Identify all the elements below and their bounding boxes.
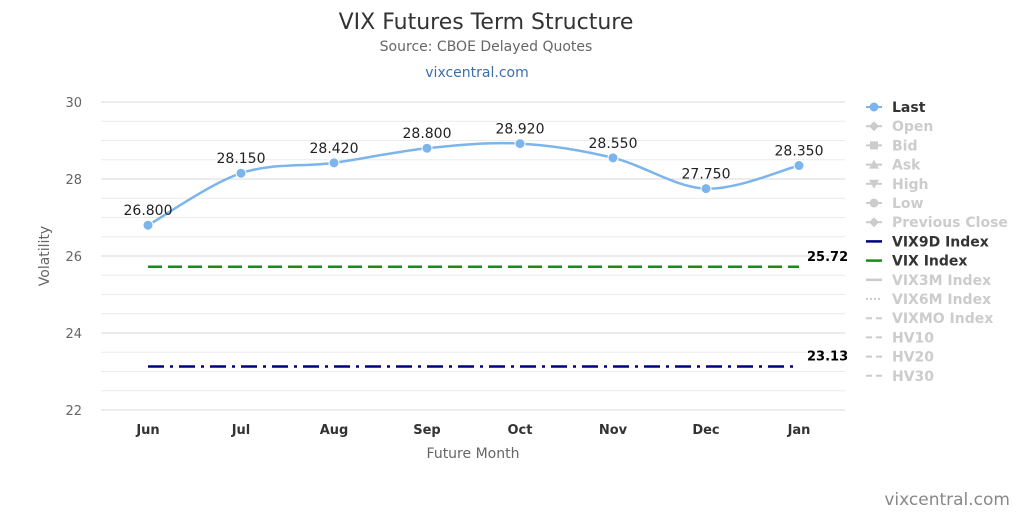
- reference-line-label: 23.13: [807, 349, 848, 364]
- data-label: 28.800: [403, 126, 452, 142]
- data-point[interactable]: [700, 183, 712, 195]
- data-label: 28.920: [496, 122, 545, 138]
- data-point[interactable]: [421, 142, 433, 154]
- legend-item-hv20[interactable]: HV20: [866, 350, 934, 366]
- chart-subtitle: Source: CBOE Delayed Quotes: [380, 39, 593, 55]
- y-tick-label: 26: [65, 250, 82, 265]
- series-last: [142, 138, 805, 231]
- legend-item-last[interactable]: Last: [866, 100, 926, 116]
- legend-label: HV20: [892, 350, 934, 366]
- x-tick-label: Oct: [508, 423, 533, 438]
- legend-item-vix6m-index[interactable]: VIX6M Index: [866, 292, 991, 308]
- data-label: 28.350: [775, 144, 824, 160]
- grid: [101, 101, 845, 411]
- x-axis-ticks: Jun Jul Aug Sep Oct Nov Dec Jan: [135, 423, 810, 438]
- legend-circle-icon: [869, 198, 879, 208]
- legend-triangle-down-icon: [869, 179, 879, 189]
- legend-label: VIXMO Index: [892, 311, 993, 327]
- x-tick-label: Jan: [787, 423, 811, 438]
- reference-line-label: 25.72: [807, 250, 848, 265]
- data-label: 28.420: [310, 141, 359, 157]
- data-label: 28.150: [217, 151, 266, 167]
- legend: Last Open Bid Ask High Low Previous Close VIX9D…: [866, 100, 1008, 385]
- data-point[interactable]: [607, 152, 619, 164]
- legend-label: Last: [892, 100, 926, 116]
- data-point[interactable]: [142, 219, 154, 231]
- y-axis-title: Volatility: [37, 226, 53, 286]
- data-label: 27.750: [682, 167, 731, 183]
- legend-label: VIX6M Index: [892, 292, 991, 308]
- legend-item-bid[interactable]: Bid: [866, 138, 918, 154]
- y-tick-label: 30: [65, 96, 82, 111]
- x-tick-label: Sep: [413, 423, 441, 438]
- x-tick-label: Dec: [692, 423, 719, 438]
- legend-label: Previous Close: [892, 215, 1008, 231]
- legend-circle-icon: [869, 102, 879, 112]
- credit-text[interactable]: vixcentral.com: [884, 490, 1010, 510]
- legend-item-vixmo-index[interactable]: VIXMO Index: [866, 311, 993, 327]
- legend-diamond-icon: [869, 121, 879, 132]
- data-label: 28.550: [589, 136, 638, 152]
- y-tick-label: 22: [65, 404, 82, 419]
- legend-item-previous-close[interactable]: Previous Close: [866, 215, 1008, 231]
- chart-title: VIX Futures Term Structure: [339, 10, 634, 35]
- data-label: 26.800: [124, 203, 173, 219]
- y-tick-label: 28: [65, 173, 82, 188]
- legend-label: VIX Index: [892, 254, 967, 270]
- x-tick-label: Nov: [599, 423, 628, 438]
- legend-item-open[interactable]: Open: [866, 119, 933, 135]
- y-tick-label: 24: [65, 327, 82, 342]
- data-point[interactable]: [235, 167, 247, 179]
- legend-label: HV10: [892, 330, 934, 346]
- data-labels: 26.800 28.150 28.420 28.800 28.920 28.550 27.7…: [124, 122, 824, 220]
- x-tick-label: Jun: [135, 423, 159, 438]
- data-point[interactable]: [793, 160, 805, 172]
- x-axis-title: Future Month: [427, 446, 520, 462]
- x-tick-label: Aug: [320, 423, 349, 438]
- legend-label: Bid: [892, 138, 918, 154]
- legend-diamond-icon: [869, 217, 879, 228]
- legend-item-hv30[interactable]: HV30: [866, 369, 934, 385]
- legend-label: VIX9D Index: [892, 234, 989, 250]
- reference-lines: 25.72 23.13: [148, 250, 848, 368]
- legend-label: HV30: [892, 369, 934, 385]
- legend-item-high[interactable]: High: [866, 177, 929, 193]
- legend-label: VIX3M Index: [892, 273, 991, 289]
- data-point[interactable]: [514, 138, 526, 150]
- legend-item-vix3m-index[interactable]: VIX3M Index: [866, 273, 991, 289]
- legend-item-hv10[interactable]: HV10: [866, 330, 934, 346]
- x-tick-label: Jul: [231, 423, 251, 438]
- legend-label: Low: [892, 196, 924, 212]
- legend-item-low[interactable]: Low: [866, 196, 924, 212]
- legend-square-icon: [870, 141, 878, 150]
- source-link[interactable]: vixcentral.com: [425, 65, 528, 81]
- legend-label: Open: [892, 119, 933, 135]
- y-axis-ticks: 22 24 26 28 30: [65, 96, 82, 419]
- data-point[interactable]: [328, 157, 340, 169]
- legend-item-ask[interactable]: Ask: [866, 158, 921, 174]
- legend-item-vix9d-index[interactable]: VIX9D Index: [866, 234, 989, 250]
- legend-triangle-icon: [869, 159, 879, 169]
- legend-item-vix-index[interactable]: VIX Index: [866, 254, 967, 270]
- legend-label: High: [892, 177, 929, 193]
- legend-label: Ask: [892, 158, 921, 174]
